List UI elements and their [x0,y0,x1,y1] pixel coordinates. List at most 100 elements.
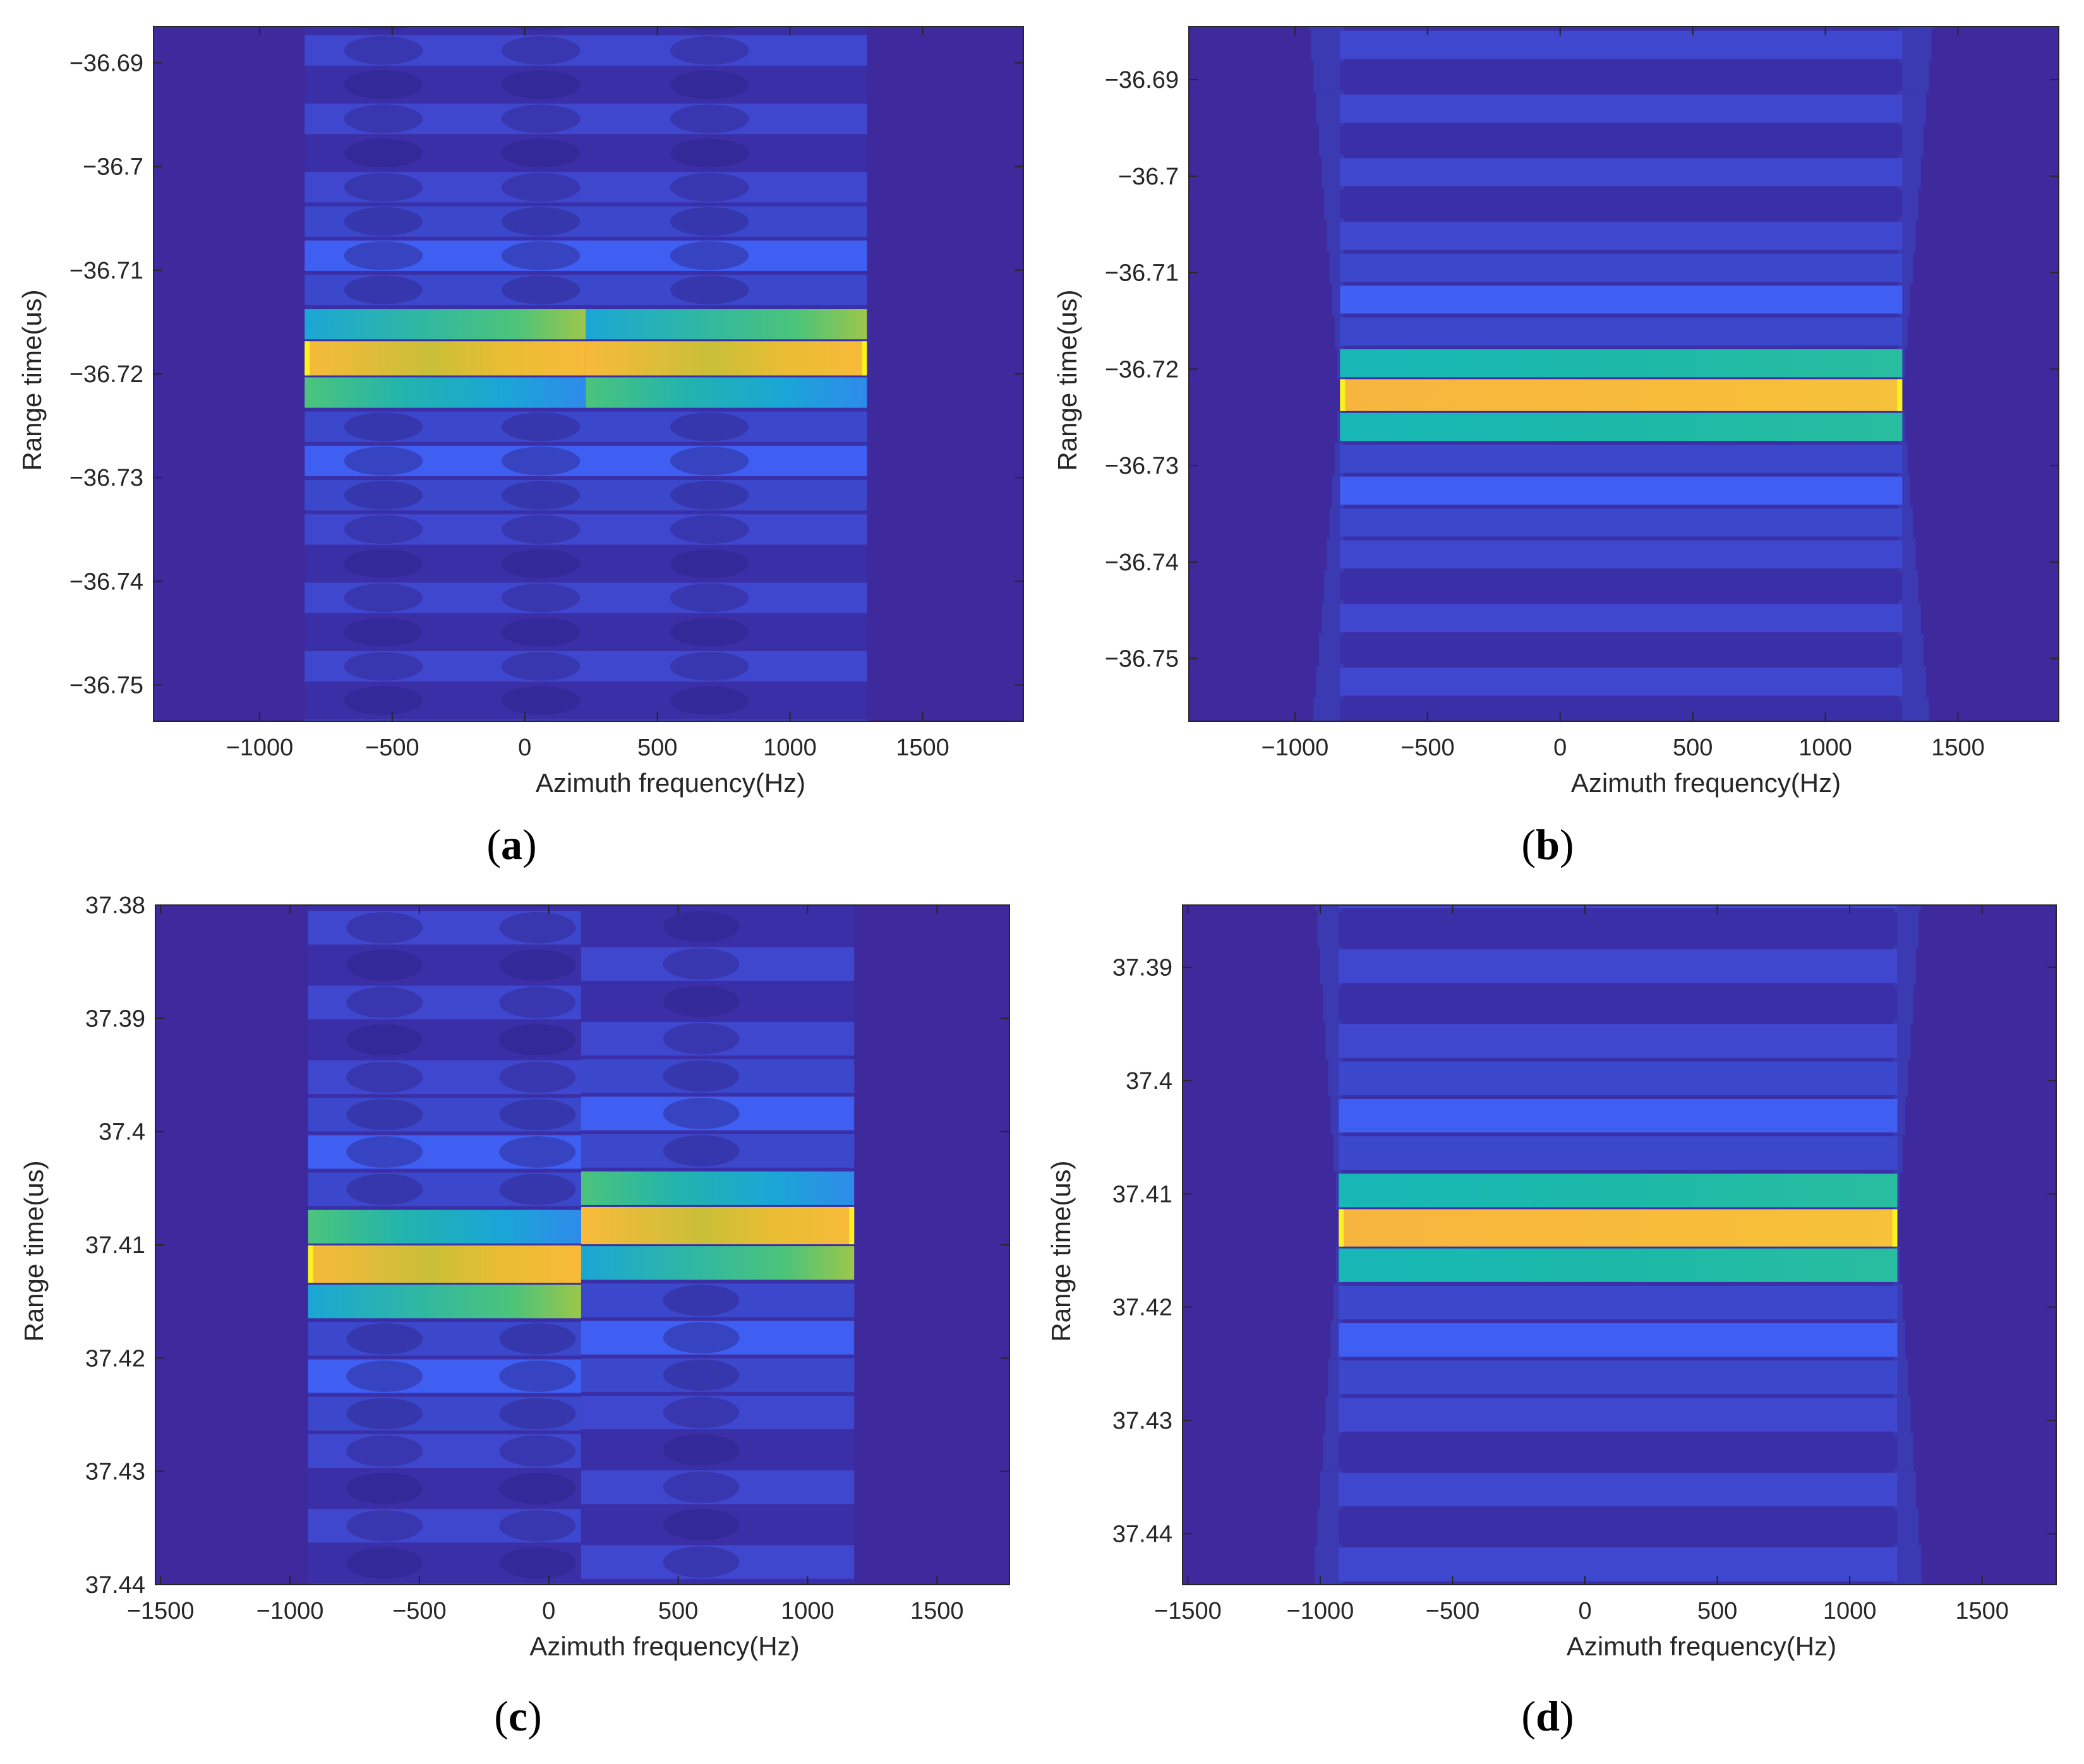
fringe [663,1285,740,1316]
edge-spread [1894,798,1927,836]
x-tick-label: 0 [518,735,531,761]
edge-spread [1310,1620,1342,1657]
fringe [501,207,581,236]
fringe [499,1547,576,1579]
mainlobe-row [308,1245,581,1283]
heatmap-d [1183,798,2056,1695]
fringe [670,515,749,544]
sidelobe-row [308,836,581,870]
x-tick-label: −500 [365,735,419,761]
panel-label: (d) [1521,1692,1574,1740]
fringe [346,949,423,981]
sidelobe-row [308,1359,581,1393]
fringe [696,720,723,721]
fringe [670,241,749,270]
sidelobe-row [1339,1472,1898,1506]
sidelobe-row [586,685,867,716]
sidelobe-row [308,1285,581,1319]
edge-spread [1312,1583,1343,1585]
x-tick-label: 1500 [896,735,949,761]
x-tick-label: 1000 [1798,735,1852,761]
edge-spread [1893,1583,1924,1585]
y-tick-label: 37.43 [1112,1408,1172,1434]
fringe [682,27,737,31]
edge-highlight [1339,1209,1344,1247]
mainlobe-row [586,341,867,376]
fringe [663,1546,740,1578]
edge-spread [1898,666,1927,698]
edge-highlight [862,341,867,376]
sidelobe-row [586,240,867,271]
sidelobe-row [581,1321,855,1355]
sidelobe-row [1340,349,1903,378]
panel-label: (c) [494,1692,542,1740]
fringe [344,241,423,270]
edge-spread [1898,729,1931,761]
fringe [346,1509,423,1542]
sidelobe-row [586,172,867,203]
sidelobe-row [308,1023,581,1057]
edge-spread [1310,798,1342,836]
sidelobe-row [1339,1360,1898,1395]
y-tick-label: 37.4 [1126,1068,1172,1095]
sidelobe-row [304,69,586,100]
fringe [663,1396,740,1429]
edge-spread [1894,1658,1929,1695]
x-axis-title: Azimuth frequency(Hz) [1567,1631,1836,1661]
chart-panel-b: −1000 −500 0 500 1000 1500 −36.75 −36.74 −36.73 −… [1052,26,2059,868]
fringe [670,686,749,715]
sidelobe-row [586,445,867,476]
sidelobe-row [1340,476,1903,505]
edge-spread [1898,27,1934,29]
edge-spread [1894,836,1924,873]
fringe [499,1472,576,1504]
sidelobe-row [1339,1323,1898,1357]
sidelobe-row [586,69,867,100]
panel-label-close: ) [522,820,537,868]
sidelobe-row [308,1509,581,1543]
edge-spread [1313,61,1344,93]
sidelobe-row [581,1022,855,1056]
x-axis-title: Azimuth frequency(Hz) [536,768,805,798]
sidelobe-row [1339,1098,1898,1133]
fringe [499,949,576,981]
sidelobe-row [1339,800,1897,834]
y-tick-label: −36.7 [1118,164,1179,190]
fringe [499,1098,576,1131]
fringe [344,515,423,544]
fringe [344,447,423,476]
sidelobe-row [304,548,586,579]
fringe [670,172,749,202]
fringe [501,652,581,681]
x-tick-label: 0 [1553,735,1567,761]
sidelobe-row [1340,158,1903,186]
sidelobe-row [304,445,586,476]
sidelobe-row [581,1096,855,1131]
sidelobe-row [581,947,855,981]
edge-spread [1898,633,1924,666]
fringe [499,987,576,1019]
sidelobe-row [586,651,867,682]
sidelobe-row [581,905,855,906]
edge-spread [1311,28,1344,61]
panel-label-close: ) [1560,820,1574,868]
sidelobe-row [581,1171,855,1205]
sidelobe-row [1339,1435,1898,1469]
fringe [346,912,423,944]
x-tick-label: −500 [392,1598,447,1624]
sidelobe-row [308,1471,581,1506]
sidelobe-row [1339,1398,1898,1432]
y-tick-label: −36.73 [69,465,143,491]
sidelobe-row [1340,222,1903,250]
x-axis-title: Azimuth frequency(Hz) [529,1631,799,1661]
y-tick-label: −36.74 [1105,549,1179,576]
fringe [499,1585,575,1616]
edge-highlight [1340,379,1346,411]
edge-spread [1318,633,1344,666]
fringe [499,1660,575,1691]
fringe [501,172,581,202]
fringe [346,1547,423,1579]
y-tick-label: −36.69 [69,50,143,76]
sidelobe-row [304,104,586,135]
fringe [663,1359,740,1391]
